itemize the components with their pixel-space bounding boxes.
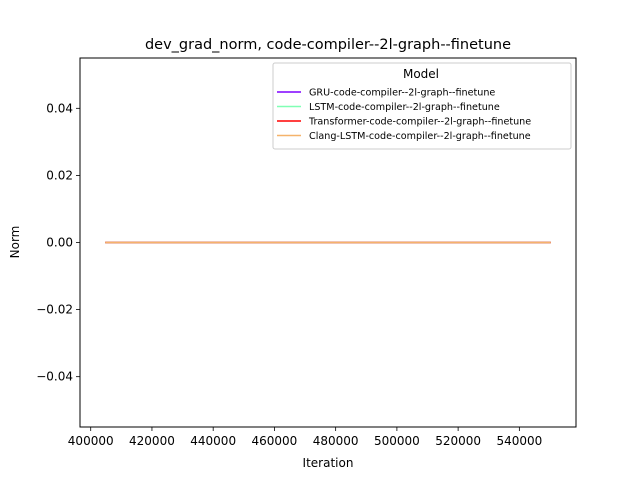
legend-entry-3: Clang-LSTM-code-compiler--2l-graph--fine… bbox=[309, 131, 531, 142]
x-tick-label-3: 460000 bbox=[252, 434, 298, 448]
chart-title: dev_grad_norm, code-compiler--2l-graph--… bbox=[145, 37, 511, 53]
x-tick-label-1: 420000 bbox=[129, 434, 175, 448]
x-tick-label-7: 540000 bbox=[496, 434, 542, 448]
x-tick-label-5: 500000 bbox=[374, 434, 420, 448]
x-axis-label: Iteration bbox=[303, 456, 354, 470]
y-axis: 0.04 0.02 0.00 −0.02 −0.04 bbox=[36, 101, 80, 384]
x-tick-label-4: 480000 bbox=[313, 434, 359, 448]
legend: Model GRU-code-compiler--2l-graph--finet… bbox=[272, 62, 572, 150]
x-tick-label-2: 440000 bbox=[190, 434, 236, 448]
y-tick-label-3: −0.02 bbox=[36, 303, 73, 317]
x-tick-label-6: 520000 bbox=[435, 434, 481, 448]
legend-box bbox=[272, 62, 572, 150]
y-tick-label-2: 0.00 bbox=[46, 236, 73, 250]
y-tick-label-1: 0.02 bbox=[46, 168, 73, 182]
y-tick-label-4: −0.04 bbox=[36, 370, 73, 384]
y-axis-label: Norm bbox=[8, 226, 22, 259]
legend-entry-1: LSTM-code-compiler--2l-graph--finetune bbox=[309, 102, 500, 113]
x-axis: 400000 420000 440000 460000 480000 500000 5200… bbox=[68, 427, 542, 448]
y-tick-label-0: 0.04 bbox=[46, 101, 73, 115]
legend-title: Model bbox=[403, 67, 439, 81]
x-tick-label-0: 400000 bbox=[68, 434, 114, 448]
legend-entry-0: GRU-code-compiler--2l-graph--finetune bbox=[309, 88, 495, 99]
legend-entry-2: Transformer-code-compiler--2l-graph--fin… bbox=[308, 117, 531, 128]
